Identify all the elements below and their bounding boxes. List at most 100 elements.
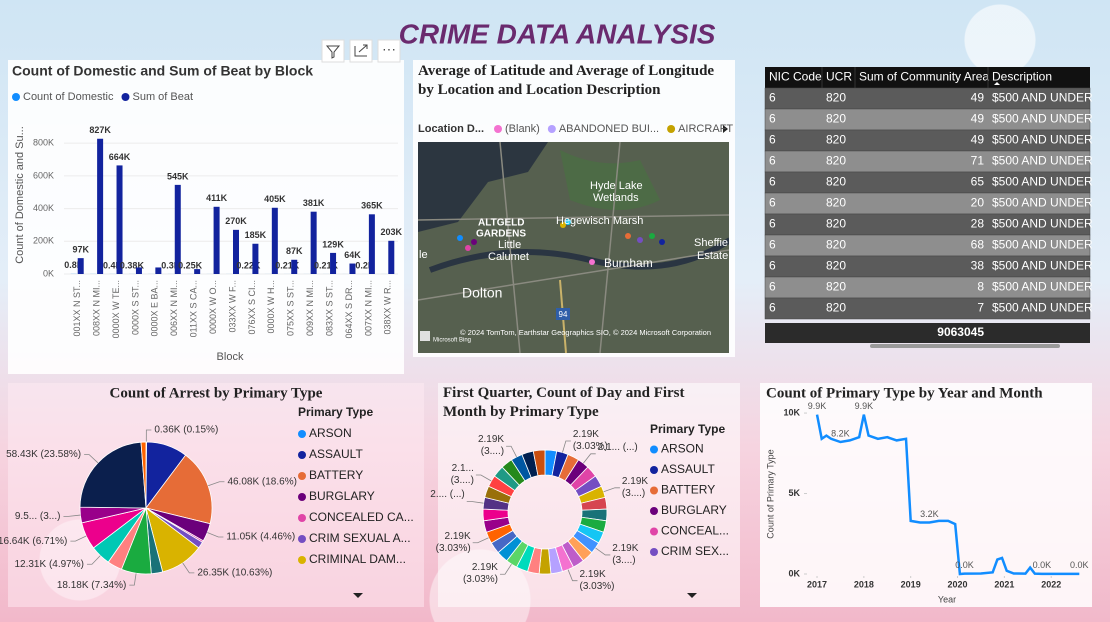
table-cell: 820 — [826, 280, 846, 294]
table-cell: $500 AND UNDER — [992, 217, 1093, 231]
table-cell: 6 — [769, 238, 776, 252]
y-axis-label: Count of Primary Type — [765, 449, 775, 538]
legend-swatch — [650, 548, 658, 556]
data-label: 2.19K (3.03%) — [435, 530, 471, 554]
leader-line — [466, 501, 484, 504]
map[interactable]: Hyde Lake Wetlands Hegewisch Marsh ALTGE… — [418, 142, 730, 353]
table-cell: 820 — [826, 217, 846, 231]
panel — [8, 383, 424, 607]
y-tick-label: 400K — [33, 203, 54, 213]
table-cell: 71 — [971, 154, 985, 168]
data-label: 0.22K — [236, 260, 261, 270]
map-place: ALTGELD — [478, 218, 524, 229]
data-label: 3.2K — [920, 509, 939, 519]
map-place: Sheffie — [694, 237, 728, 249]
bar — [116, 165, 123, 274]
data-label: 2.19K (3.03%) — [572, 428, 608, 452]
more-button[interactable] — [377, 39, 401, 63]
column-header: Sum of Community Area — [859, 70, 989, 84]
data-label: 2.19K (3.03%) — [462, 562, 498, 586]
data-label: 18.18K (7.34%) — [57, 580, 127, 591]
map-place: Calumet — [488, 251, 529, 263]
legend-scroll[interactable] — [723, 125, 728, 133]
data-label: 11.05K (4.46%) — [226, 532, 295, 543]
data-label: 0.25K — [178, 260, 203, 270]
y-tick-label: 600K — [33, 170, 54, 180]
map-place: Hyde Lake — [590, 180, 643, 192]
data-label: 2.19K (3.03%) — [579, 568, 615, 592]
leader-line — [506, 445, 517, 458]
map-provider: Microsoft Bing — [433, 338, 471, 344]
focus-icon — [354, 44, 368, 57]
legend-swatch — [650, 466, 658, 474]
x-tick-label: 2022 — [1041, 579, 1061, 589]
panel — [8, 60, 404, 374]
table-total-row — [765, 323, 1090, 343]
map-place: 94 — [559, 310, 568, 319]
line — [815, 414, 1080, 576]
y-tick-label: 0K — [788, 568, 800, 578]
leader-line — [472, 537, 489, 544]
table-cell: 820 — [826, 133, 846, 147]
table-cell: 6 — [769, 154, 776, 168]
slice — [145, 454, 213, 525]
table-cell: 820 — [826, 238, 846, 252]
bar — [310, 211, 317, 274]
x-axis-label: Block — [217, 351, 244, 363]
legend-scroll[interactable] — [353, 593, 363, 598]
highway-shield — [556, 308, 570, 320]
table-cell: 68 — [971, 238, 985, 252]
map-point — [565, 219, 571, 225]
chart-title: Count of Domestic and Sum of Beat by Blo… — [12, 63, 313, 79]
table-cell: $500 AND UNDER — [992, 91, 1093, 105]
x-tick-label: 001XX N ST... — [72, 280, 82, 337]
visual-toolbar[interactable]: ··· — [321, 39, 401, 63]
map-point — [659, 239, 665, 245]
legend-label: Sum of Beat — [132, 91, 193, 103]
table-cell: $500 AND UNDER — [992, 280, 1093, 294]
data-label: 0.0K — [1070, 560, 1089, 570]
legend-swatch — [298, 472, 306, 480]
column-header: UCR — [826, 70, 852, 84]
legend-scroll[interactable] — [687, 593, 697, 598]
legend-label: BURGLARY — [309, 489, 375, 503]
leader-line — [583, 453, 596, 464]
map-place: Estate — [697, 250, 728, 262]
data-label: 26.35K (10.63%) — [197, 567, 272, 578]
legend-label: CRIMINAL DAM... — [309, 552, 406, 566]
bar — [388, 240, 395, 274]
legend-swatch — [650, 527, 658, 536]
legend-swatch — [298, 514, 306, 522]
filter-button[interactable] — [321, 39, 345, 63]
legend-label: ARSON — [309, 426, 352, 440]
y-axis-label: Count of Domestic and Su... — [14, 126, 26, 264]
focus-button[interactable] — [349, 39, 373, 63]
map-point — [589, 259, 595, 265]
table-cell: $500 AND UNDER — [992, 301, 1093, 315]
legend-swatch — [298, 451, 306, 459]
data-label: 58.43K (23.58%) — [6, 449, 81, 460]
legend-swatch — [494, 125, 502, 133]
table-cell: 820 — [826, 154, 846, 168]
column-header: NIC Code — [769, 70, 822, 84]
page-title: CRIME DATA ANALYSIS — [399, 18, 716, 49]
chart-title: Count of Primary Type by Year and Month — [766, 385, 1043, 401]
table-cell: 6 — [769, 217, 776, 231]
table-cell: 6 — [769, 196, 776, 210]
leader-line — [207, 532, 224, 538]
data-label: 0.0K — [955, 560, 974, 570]
data-label: 87K — [286, 246, 303, 256]
leader-line — [595, 547, 611, 556]
data-label: 0.21K — [275, 260, 300, 270]
data-label: 2.19K (3....) — [621, 475, 649, 499]
bar — [349, 263, 356, 274]
data-label: 2.... (...) — [430, 489, 465, 501]
table-cell: 38 — [971, 259, 985, 273]
data-label: 0.2K — [355, 260, 375, 270]
table-cell: 20 — [971, 196, 985, 210]
legend-label: ASSAULT — [309, 447, 363, 461]
data-label: 0.4K — [103, 260, 123, 270]
table-cell: 6 — [769, 112, 776, 126]
data-label: 381K — [303, 198, 325, 208]
more-icon: ··· — [382, 41, 396, 57]
